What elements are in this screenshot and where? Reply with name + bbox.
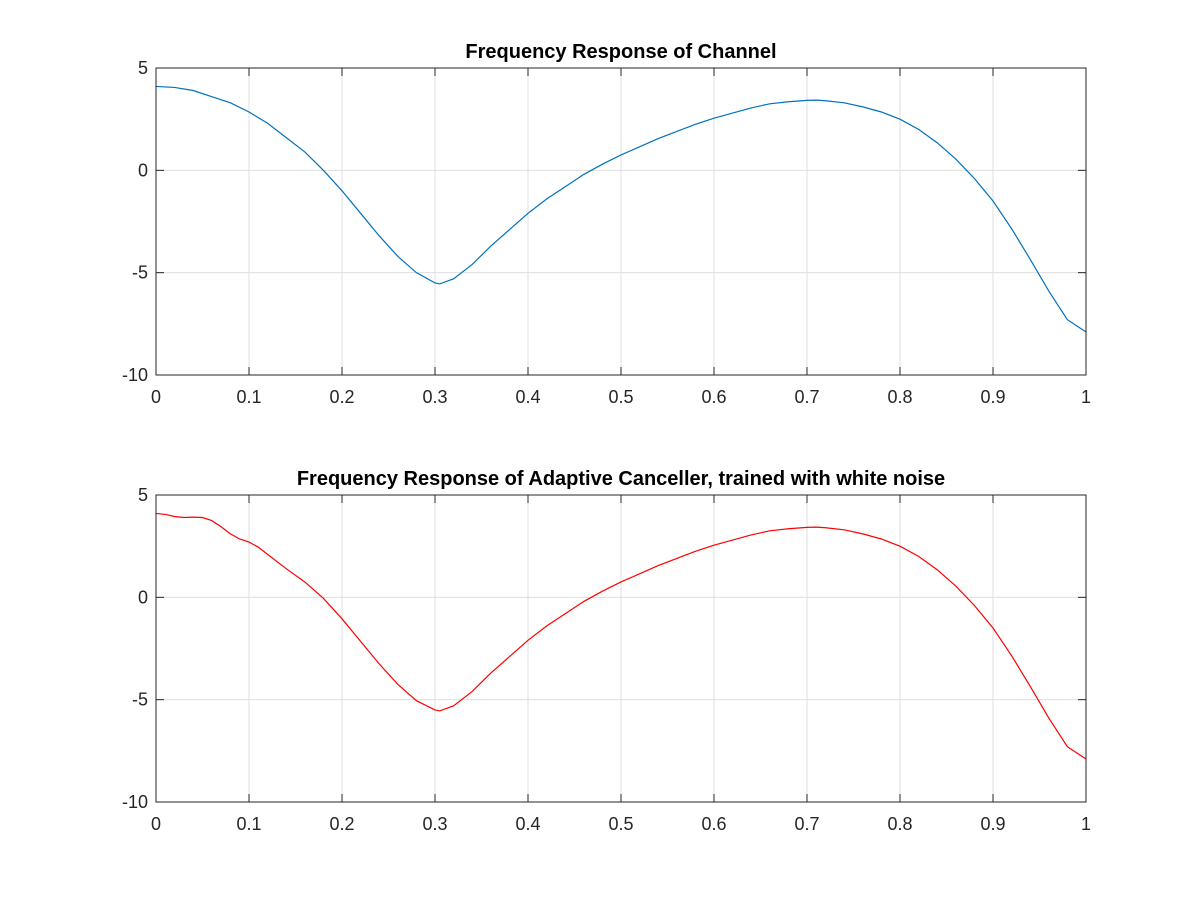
y-tick-label: -5 <box>132 690 148 710</box>
y-tick-label: -10 <box>122 792 148 812</box>
x-tick-label: 0.9 <box>980 814 1005 834</box>
x-tick-label: 0.2 <box>329 814 354 834</box>
x-tick-label: 0.6 <box>701 387 726 407</box>
x-tick-label: 0.5 <box>608 814 633 834</box>
y-tick-label: -5 <box>132 263 148 283</box>
x-tick-label: 0.4 <box>515 387 540 407</box>
x-tick-label: 0.1 <box>236 814 261 834</box>
subplot-canceller-response: 0 0.1 0.2 0.3 0.4 0.5 0.6 0.7 0.8 0.9 1 5 0 -5 -10 Freq… <box>122 468 1091 834</box>
x-tick-label: 0.8 <box>887 814 912 834</box>
x-tick-label: 0.9 <box>980 387 1005 407</box>
x-tick-label: 0 <box>151 387 161 407</box>
x-tick-label: 0.7 <box>794 387 819 407</box>
y-tick-label: 0 <box>138 160 148 180</box>
x-tick-label: 0.7 <box>794 814 819 834</box>
x-tick-label: 0.2 <box>329 387 354 407</box>
x-tick-label: 0.3 <box>422 387 447 407</box>
x-tick-label: 1 <box>1081 387 1091 407</box>
y-tick-label: -10 <box>122 365 148 385</box>
y-tick-label: 5 <box>138 485 148 505</box>
x-tick-label: 0.3 <box>422 814 447 834</box>
chart-title: Frequency Response of Channel <box>465 41 776 63</box>
y-tick-label: 0 <box>138 587 148 607</box>
x-tick-label: 0.8 <box>887 387 912 407</box>
x-tick-label: 0.4 <box>515 814 540 834</box>
series-line <box>155 512 1087 760</box>
subplot-channel-response: 0 0.1 0.2 0.3 0.4 0.5 0.6 0.7 0.8 0.9 1 5 0 -5 -10 Freq… <box>122 41 1091 407</box>
x-tick-label: 0 <box>151 814 161 834</box>
x-tick-label: 0.5 <box>608 387 633 407</box>
x-tick-label: 1 <box>1081 814 1091 834</box>
x-tick-label: 0.1 <box>236 387 261 407</box>
x-tick-label: 0.6 <box>701 814 726 834</box>
y-tick-label: 5 <box>138 58 148 78</box>
chart-title: Frequency Response of Adaptive Canceller… <box>297 468 945 490</box>
series-line <box>155 85 1087 333</box>
